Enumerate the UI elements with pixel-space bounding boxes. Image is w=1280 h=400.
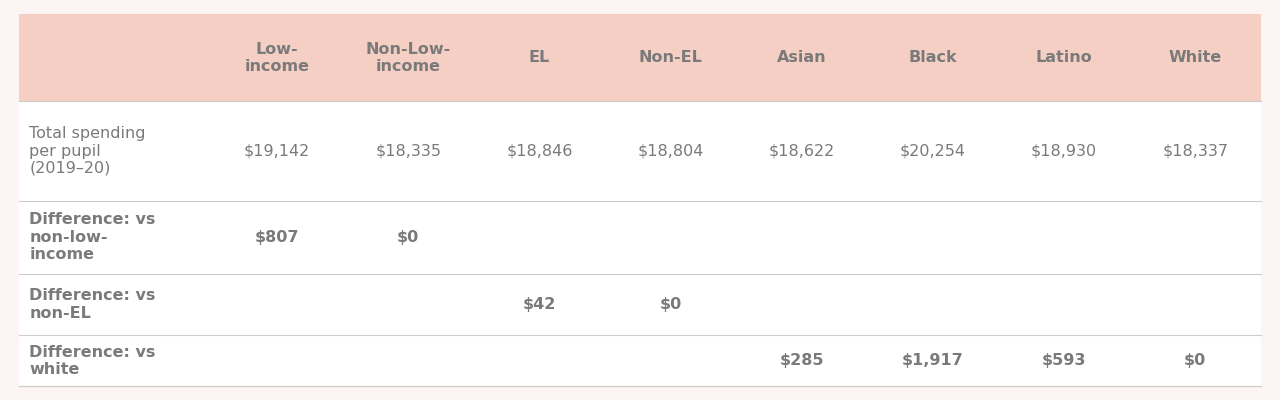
Text: White: White — [1169, 50, 1222, 65]
Text: Latino: Latino — [1036, 50, 1092, 65]
Text: Non-Low-
income: Non-Low- income — [366, 42, 451, 74]
Text: Asian: Asian — [777, 50, 827, 65]
Text: $18,335: $18,335 — [375, 144, 442, 158]
Text: $0: $0 — [659, 297, 682, 312]
Text: Difference: vs
non-EL: Difference: vs non-EL — [29, 288, 156, 321]
Text: $18,337: $18,337 — [1162, 144, 1229, 158]
Text: $20,254: $20,254 — [900, 144, 966, 158]
Text: $1,917: $1,917 — [902, 353, 964, 368]
Text: $18,930: $18,930 — [1030, 144, 1097, 158]
Text: $285: $285 — [780, 353, 824, 368]
Text: Total spending
per pupil
(2019–20): Total spending per pupil (2019–20) — [29, 126, 146, 176]
Text: $18,804: $18,804 — [637, 144, 704, 158]
Text: $19,142: $19,142 — [244, 144, 310, 158]
Text: $0: $0 — [1184, 353, 1206, 368]
Text: EL: EL — [529, 50, 550, 65]
Text: Difference: vs
non-low-
income: Difference: vs non-low- income — [29, 212, 156, 262]
Text: $42: $42 — [522, 297, 557, 312]
Text: $0: $0 — [397, 230, 420, 245]
Text: $807: $807 — [255, 230, 300, 245]
Text: $18,846: $18,846 — [507, 144, 572, 158]
Text: Difference: vs
white: Difference: vs white — [29, 344, 156, 377]
Text: Low-
income: Low- income — [244, 42, 310, 74]
Text: Non-EL: Non-EL — [639, 50, 703, 65]
Text: Black: Black — [909, 50, 957, 65]
Text: $18,622: $18,622 — [769, 144, 835, 158]
Text: $593: $593 — [1042, 353, 1087, 368]
